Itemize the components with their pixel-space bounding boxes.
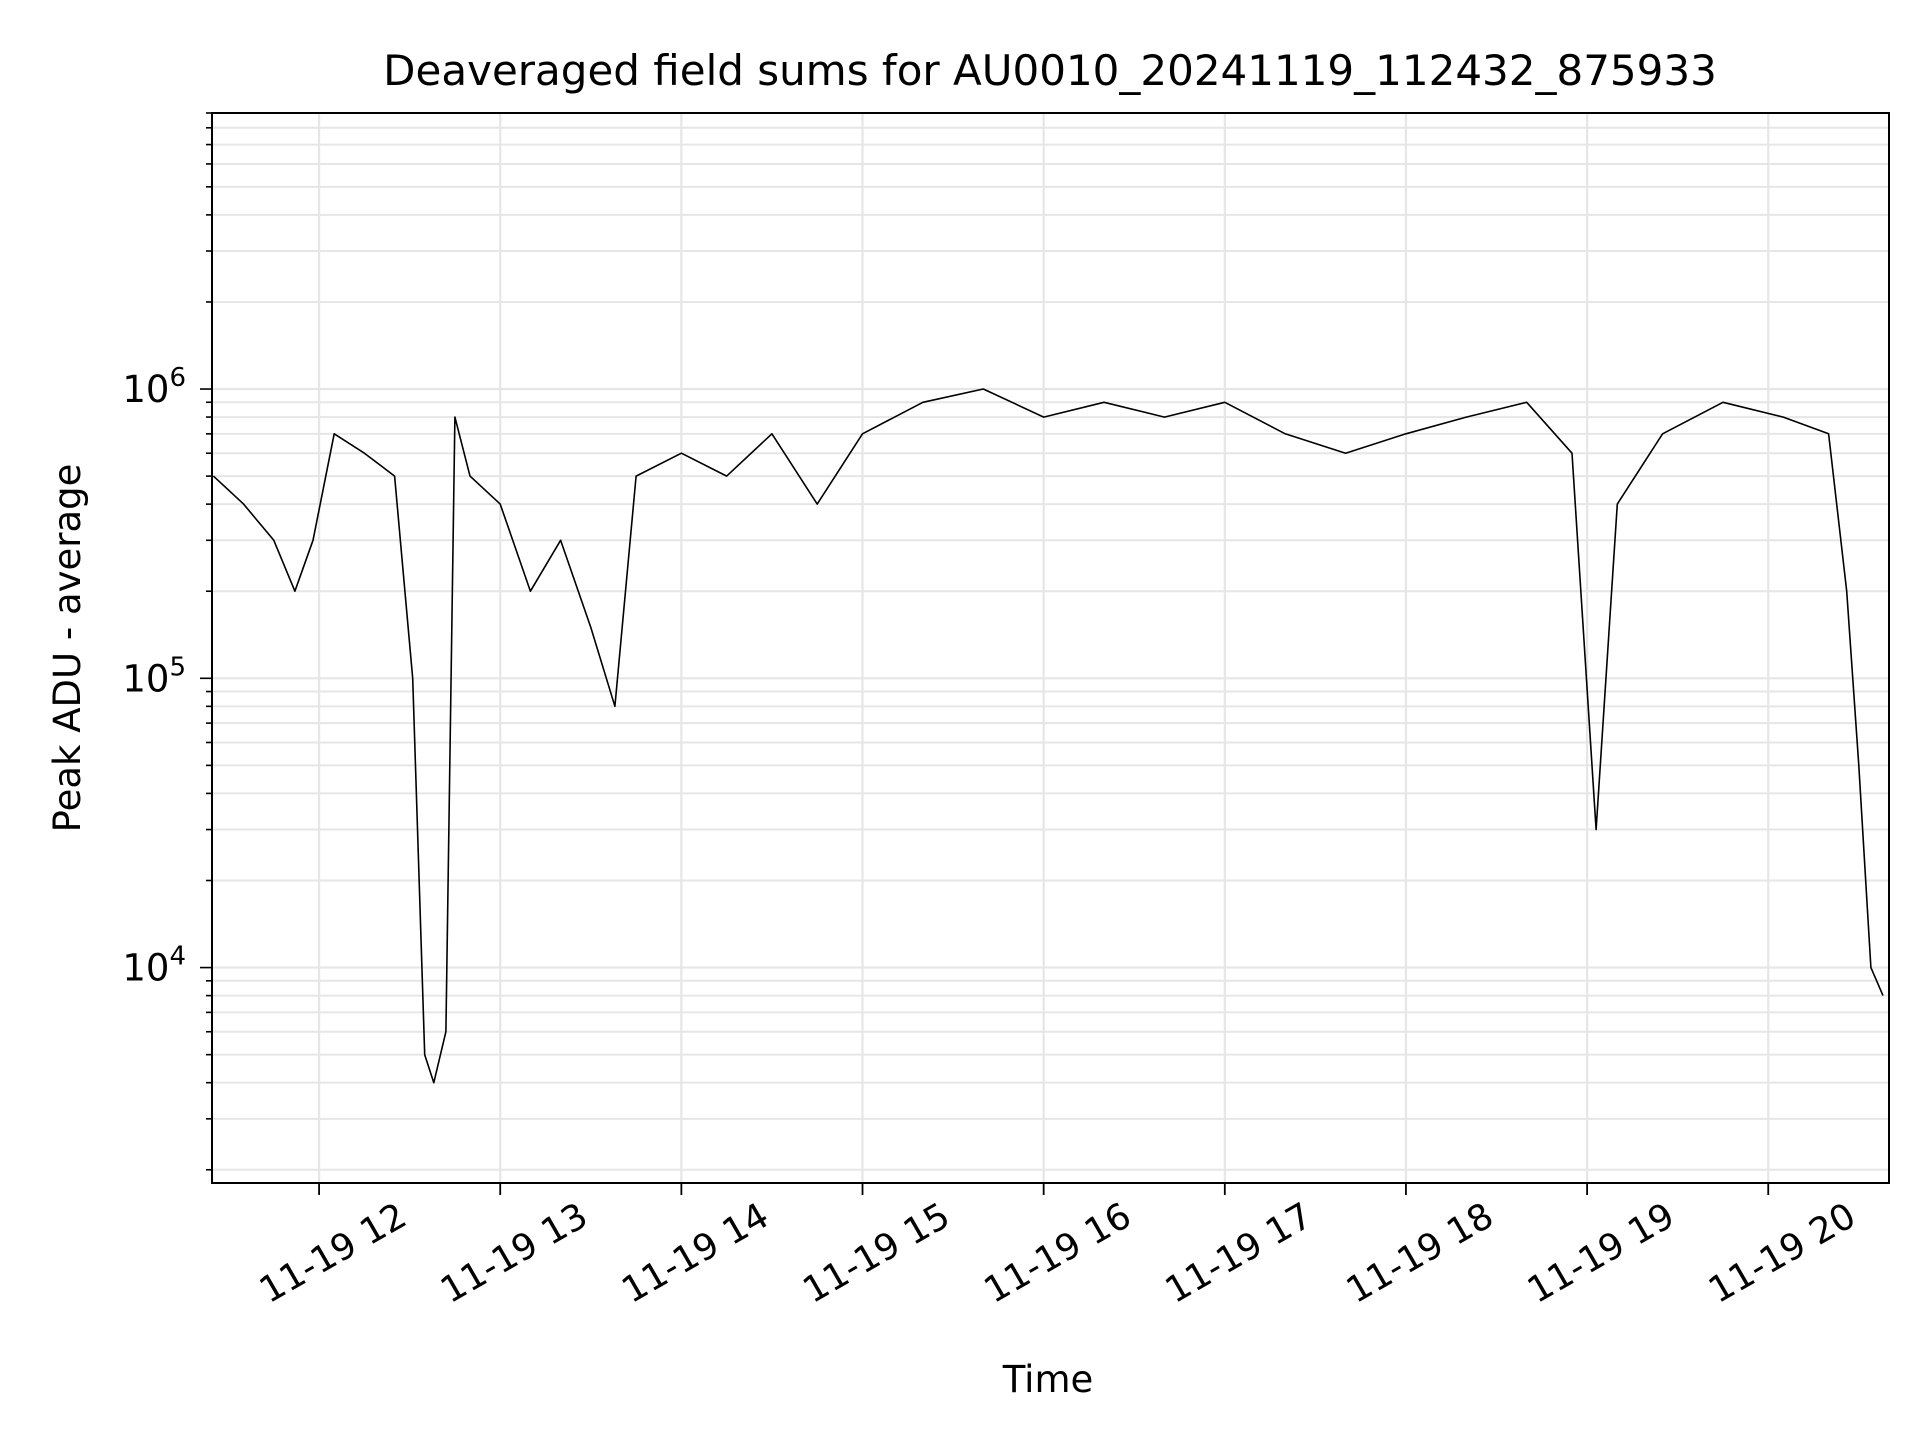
y-tick-label: 104 bbox=[122, 942, 186, 990]
x-axis-label: Time bbox=[1002, 1358, 1094, 1401]
y-tick-label: 105 bbox=[122, 652, 186, 700]
y-axis-label: Peak ADU - average bbox=[46, 464, 89, 833]
plot-frame bbox=[211, 112, 1890, 1184]
y-tick-label: 106 bbox=[122, 363, 186, 411]
chart-title: Deaveraged field sums for AU0010_2024111… bbox=[383, 46, 1717, 95]
series-line bbox=[212, 388, 1884, 1084]
line-layer bbox=[212, 388, 1884, 1084]
